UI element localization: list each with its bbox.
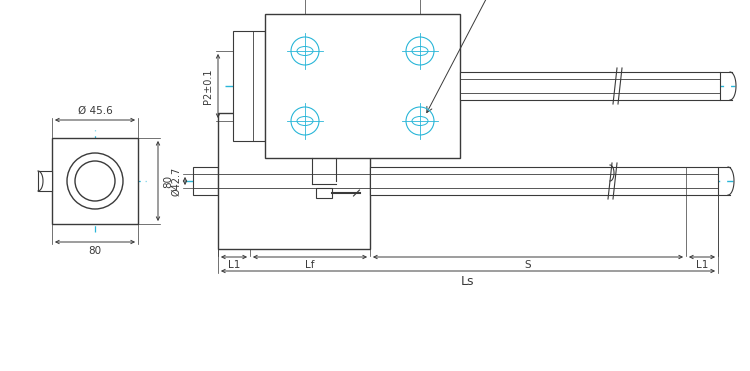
- Bar: [52, 138, 138, 224]
- Bar: [233, 31, 265, 141]
- Text: Ø42.7: Ø42.7: [171, 166, 181, 196]
- Text: Lf: Lf: [305, 260, 315, 270]
- Text: 80: 80: [88, 246, 101, 256]
- Bar: [38, 171, 52, 191]
- Text: S: S: [525, 260, 531, 270]
- Text: P2±0.1: P2±0.1: [203, 68, 213, 104]
- Bar: [265, 14, 460, 158]
- Bar: [316, 188, 332, 198]
- Text: L1: L1: [228, 260, 240, 270]
- Text: Ls: Ls: [461, 275, 475, 288]
- Bar: [460, 72, 720, 100]
- Bar: [193, 167, 218, 195]
- Text: 80: 80: [163, 174, 173, 188]
- Text: Ø 45.6: Ø 45.6: [78, 106, 112, 116]
- Bar: [370, 167, 718, 195]
- Bar: [218, 113, 370, 249]
- Text: L1: L1: [696, 260, 708, 270]
